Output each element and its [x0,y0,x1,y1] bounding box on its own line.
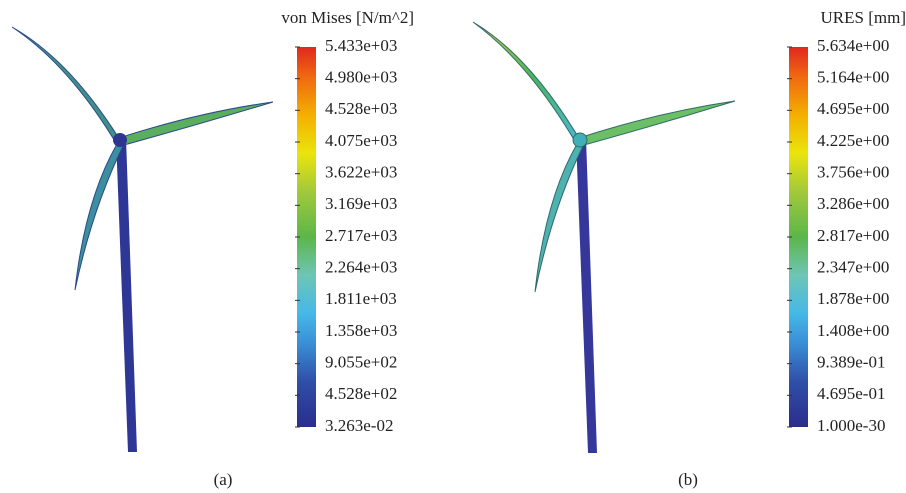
blade [122,102,273,145]
scale-label: 3.169e+03 [325,194,397,213]
scale-label: 2.347e+00 [817,258,889,277]
scale-label: 4.695e-01 [817,384,885,403]
scale-label: 2.817e+00 [817,226,889,245]
legend-title: von Mises [N/m^2] [281,8,414,27]
scale-label: 2.717e+03 [325,226,397,245]
scale-label: 1.000e-30 [817,416,885,435]
blade [473,22,580,143]
scale-label: 3.263e-02 [325,416,393,435]
hub [573,133,587,147]
scale-label: 5.433e+03 [325,36,397,55]
scale-label: 4.075e+03 [325,131,397,150]
blade [535,144,583,292]
scale-label: 9.389e-01 [817,353,885,372]
scale-label: 1.408e+00 [817,321,889,340]
blade [75,144,123,290]
scale-label: 3.286e+00 [817,194,889,213]
scale-label: 4.695e+00 [817,99,889,118]
blade [582,101,735,145]
scale-label: 9.055e+02 [325,353,397,372]
panel-caption: (b) [678,470,698,489]
scale-label: 4.980e+03 [325,68,397,87]
figure: von Mises [N/m^2] 5.433e+03 4.980e+03 4.528… [0,0,906,493]
scale-label: 4.528e+02 [325,384,397,403]
tower [576,138,597,453]
blade [12,27,120,143]
scale-label: 1.358e+03 [325,321,397,340]
scale-label: 3.622e+03 [325,163,397,182]
panel-caption: (a) [214,470,233,489]
hub [113,133,127,147]
scale-label: 5.634e+00 [817,36,889,55]
scale-label: 4.225e+00 [817,131,889,150]
scale-label: 4.528e+03 [325,99,397,118]
legend-title: URES [mm] [821,8,906,27]
turbine-a [12,27,273,452]
scale-label: 5.164e+00 [817,68,889,87]
turbine-b [473,22,735,453]
scale-label: 3.756e+00 [817,163,889,182]
tower [116,138,137,452]
legends: von Mises [N/m^2] 5.433e+03 4.980e+03 4.528… [214,8,906,489]
scale-label: 1.811e+03 [325,289,397,308]
scale-label: 2.264e+03 [325,258,397,277]
scale-label: 1.878e+00 [817,289,889,308]
